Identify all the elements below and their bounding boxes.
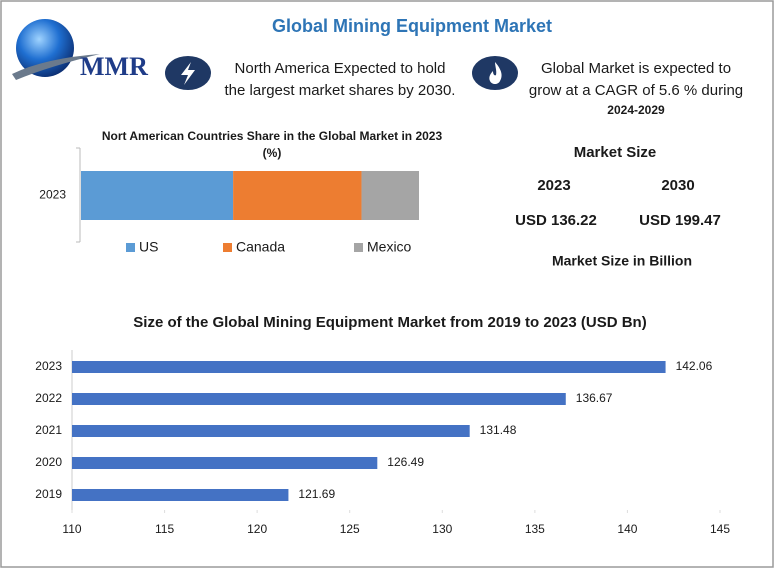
bar — [72, 425, 470, 437]
x-tick-label: 125 — [340, 522, 360, 536]
legend-label: Canada — [236, 239, 285, 255]
y-tick-label: 2023 — [39, 188, 66, 202]
chart-title: Nort American Countries Share in the Glo… — [102, 129, 443, 143]
bar-segment — [361, 171, 419, 220]
callout-text: grow at a CAGR of 5.6 % during — [529, 82, 743, 99]
bar — [72, 457, 378, 469]
y-tick-label: 2021 — [35, 423, 62, 437]
data-label: 131.48 — [480, 423, 517, 437]
y-tick-label: 2022 — [35, 391, 62, 405]
x-tick-label: 120 — [247, 522, 267, 536]
bar — [72, 489, 289, 501]
callout-text: the largest market shares by 2030. — [225, 82, 456, 99]
callout-text: North America Expected to hold — [235, 60, 446, 77]
y-tick-label: 2019 — [35, 487, 62, 501]
market-size-year: 2023 — [537, 177, 570, 194]
legend-swatch — [126, 243, 135, 252]
x-tick-label: 130 — [432, 522, 452, 536]
logo-text: MMR — [80, 52, 148, 81]
icon — [472, 56, 518, 90]
callout-text: 2024-2029 — [607, 103, 665, 117]
legend-label: Mexico — [367, 239, 412, 255]
bar-segment — [233, 171, 362, 220]
legend-swatch — [223, 243, 232, 252]
data-label: 121.69 — [298, 487, 335, 501]
x-tick-label: 110 — [62, 522, 81, 536]
market-size-year: 2030 — [661, 177, 694, 194]
y-tick-label: 2023 — [35, 359, 62, 373]
logo: MMR — [12, 19, 148, 81]
bar — [72, 393, 566, 405]
market-size-note: Market Size in Billion — [552, 253, 692, 269]
callout-text: Global Market is expected to — [541, 60, 731, 77]
icon — [165, 56, 211, 90]
market-size-amount: USD 199.47 — [639, 212, 721, 229]
data-label: 126.49 — [387, 455, 424, 469]
x-tick-label: 140 — [617, 522, 637, 536]
x-tick-label: 135 — [525, 522, 545, 536]
x-tick-label: 145 — [710, 522, 730, 536]
data-label: 136.67 — [576, 391, 613, 405]
market-size-amount: USD 136.22 — [515, 212, 597, 229]
data-label: 142.06 — [676, 359, 713, 373]
market-size-title: Market Size — [574, 144, 657, 161]
chart-title: Size of the Global Mining Equipment Mark… — [133, 314, 646, 331]
bar-segment — [81, 171, 234, 220]
page-title: Global Mining Equipment Market — [272, 16, 552, 36]
bar — [72, 361, 666, 373]
legend-label: US — [139, 239, 158, 255]
y-tick-label: 2020 — [35, 455, 62, 469]
legend-swatch — [354, 243, 363, 252]
chart-title: (%) — [263, 146, 282, 160]
x-tick-label: 115 — [155, 522, 174, 536]
